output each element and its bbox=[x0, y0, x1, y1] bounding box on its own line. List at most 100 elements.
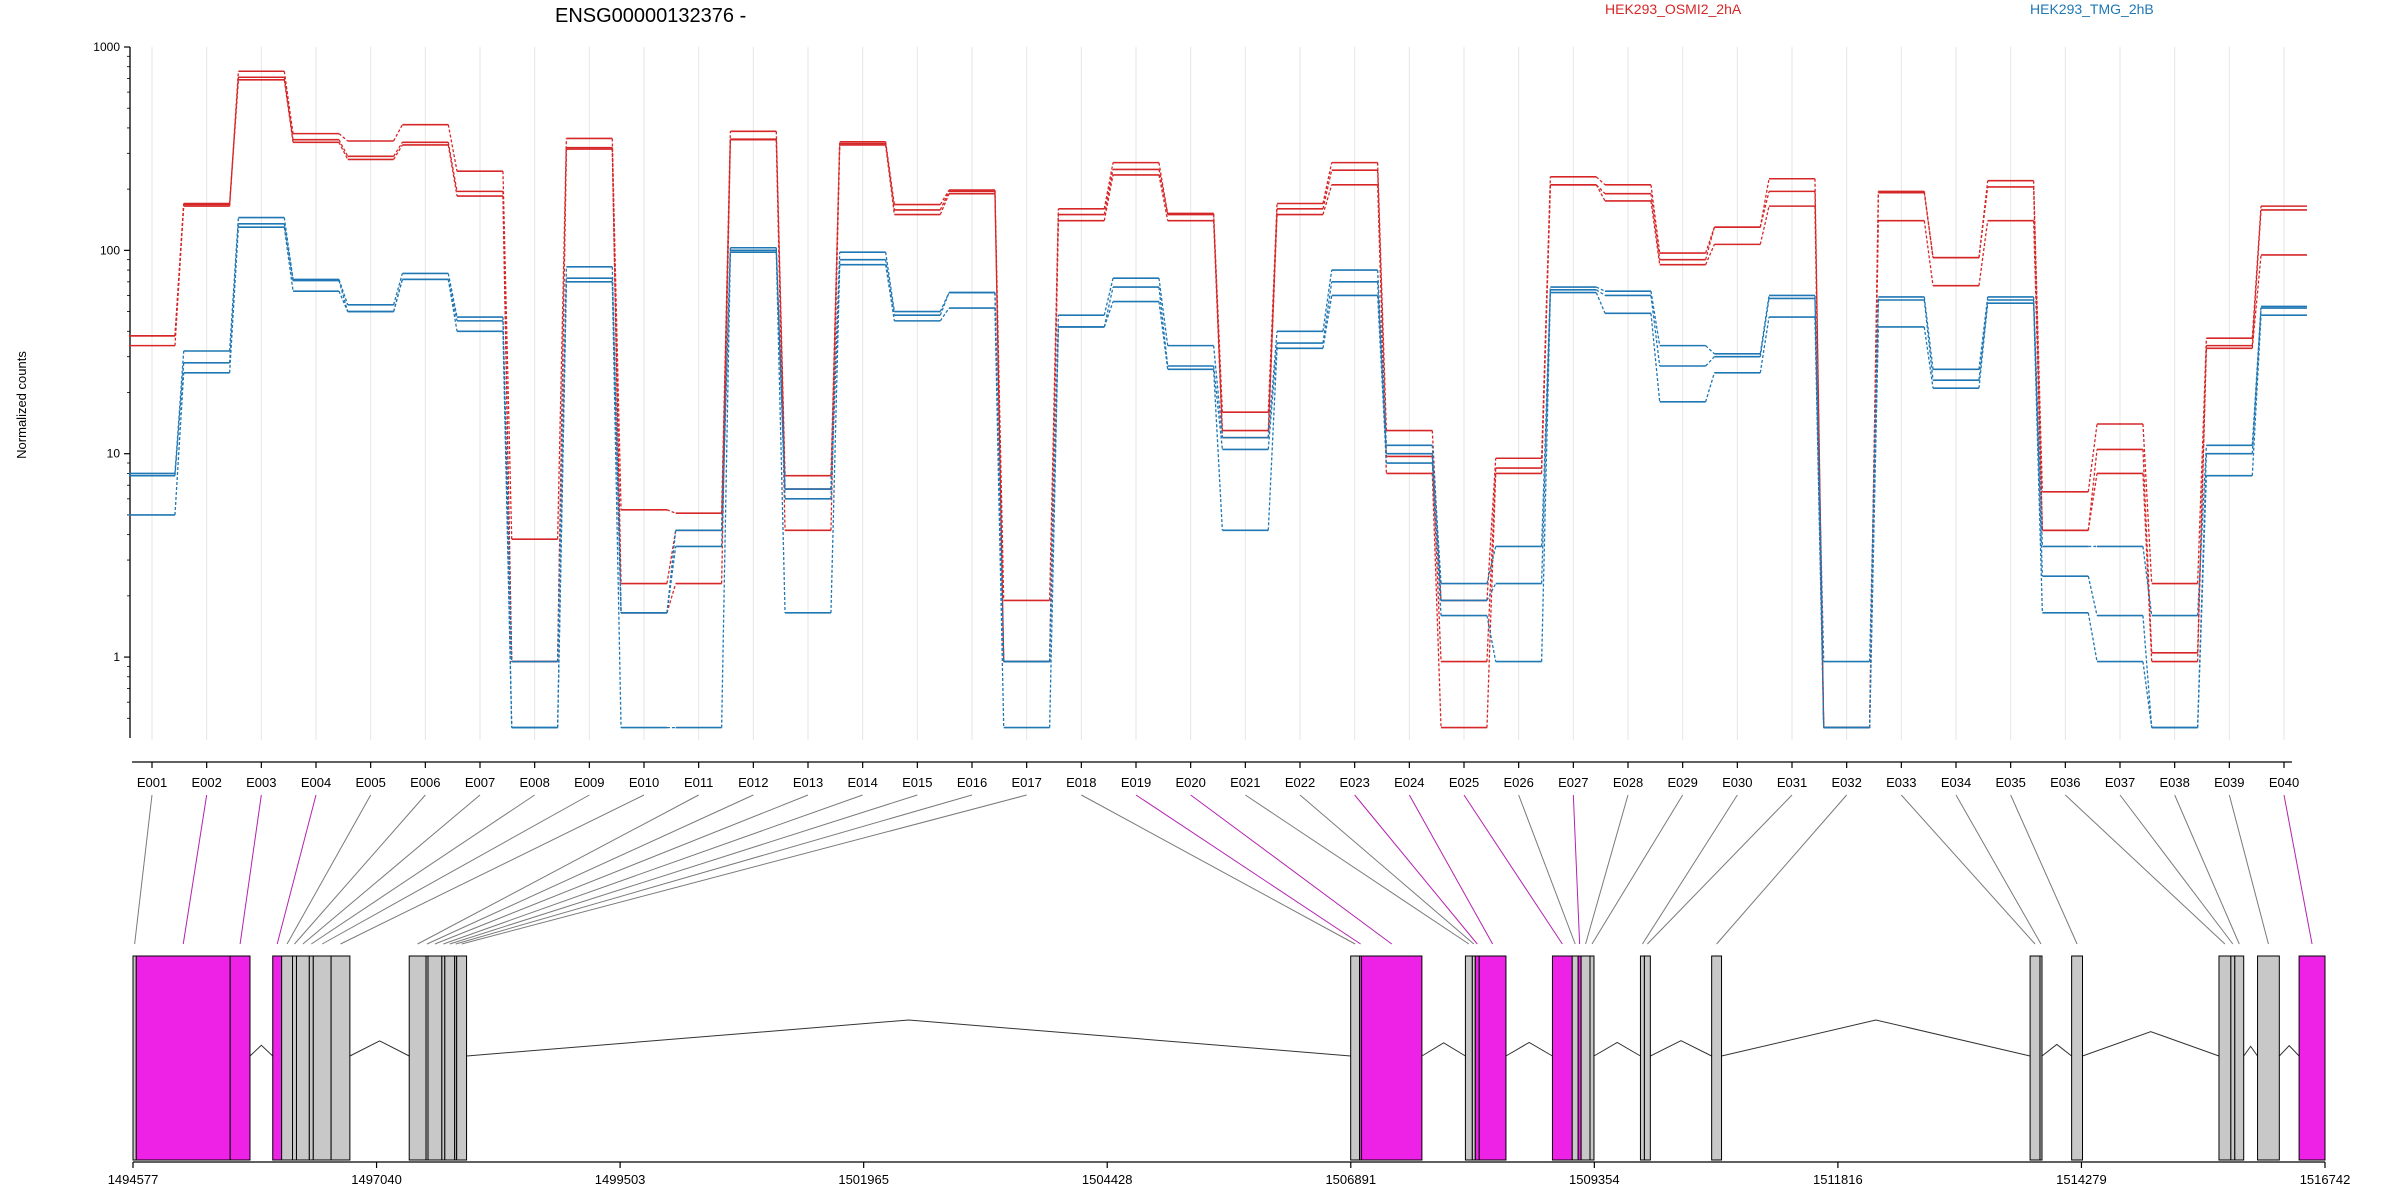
series-connector bbox=[393, 273, 403, 305]
exon-label-E017: E017 bbox=[1011, 775, 1041, 790]
series-connector bbox=[1540, 184, 1552, 474]
intron-line bbox=[2278, 1044, 2300, 1057]
series-connector bbox=[2196, 338, 2208, 584]
exon-label-E028: E028 bbox=[1613, 775, 1643, 790]
series-connector bbox=[228, 79, 240, 204]
series-connector bbox=[393, 141, 403, 157]
series-connector bbox=[502, 331, 513, 728]
exon-label-E014: E014 bbox=[847, 775, 877, 790]
connector-E009 bbox=[321, 794, 590, 945]
series-connector bbox=[1158, 162, 1169, 215]
intron-line bbox=[1650, 1040, 1712, 1057]
series-connector bbox=[1267, 214, 1278, 438]
series-connector bbox=[1322, 169, 1333, 209]
exon-label-E005: E005 bbox=[355, 775, 385, 790]
series-connector bbox=[1595, 184, 1606, 202]
exon-connector-lines bbox=[134, 794, 2313, 945]
series-connector bbox=[1868, 296, 1880, 662]
series-connector bbox=[228, 217, 240, 352]
exon-label-E008: E008 bbox=[519, 775, 549, 790]
series-connector bbox=[502, 317, 513, 662]
connector-E013 bbox=[434, 794, 809, 945]
intron-line bbox=[1421, 1042, 1466, 1057]
series-connector bbox=[1923, 299, 1934, 381]
exon-box-E025 bbox=[1551, 955, 1573, 1161]
series-connector bbox=[1923, 220, 1934, 286]
chart-title: ENSG00000132376 - bbox=[555, 5, 746, 27]
y-tick-label: 10 bbox=[107, 447, 121, 461]
exon-label-E022: E022 bbox=[1285, 775, 1315, 790]
series-connector bbox=[2032, 303, 2044, 613]
connector-E021 bbox=[1245, 794, 1470, 945]
connector-E007 bbox=[302, 794, 481, 945]
exon-box-E026 bbox=[1571, 955, 1579, 1161]
exon-label-E006: E006 bbox=[410, 775, 440, 790]
connector-E031 bbox=[1647, 794, 1793, 945]
connector-E015 bbox=[449, 794, 918, 945]
series-connector bbox=[447, 142, 458, 192]
exon-label-E023: E023 bbox=[1339, 775, 1369, 790]
series-connector bbox=[2087, 423, 2098, 492]
series-connector bbox=[338, 139, 349, 157]
exon-box-E031 bbox=[1643, 955, 1651, 1161]
exon-label-E018: E018 bbox=[1066, 775, 1096, 790]
series-tmg-2 bbox=[129, 223, 2307, 729]
series-connector bbox=[1212, 345, 1224, 438]
exon-label-E040: E040 bbox=[2269, 775, 2299, 790]
coord-label: 1497040 bbox=[351, 1172, 402, 1187]
intron-line bbox=[1505, 1041, 1553, 1057]
coord-label: 1514279 bbox=[2056, 1172, 2107, 1187]
series-connector bbox=[775, 250, 786, 499]
series-connector bbox=[830, 144, 841, 531]
series-connector bbox=[1923, 326, 1934, 389]
connector-E036 bbox=[2064, 794, 2226, 945]
connector-E002 bbox=[182, 794, 208, 945]
series-osmi2-1 bbox=[129, 70, 2307, 729]
series-connector bbox=[1923, 192, 1934, 258]
exon-label-E020: E020 bbox=[1175, 775, 1205, 790]
series-connector bbox=[939, 189, 950, 205]
legend-entry-tmg: HEK293_TMG_2hB bbox=[2030, 1, 2154, 17]
series-connector bbox=[1103, 162, 1114, 209]
exon-box-E038 bbox=[2234, 955, 2245, 1161]
series-connector bbox=[611, 281, 622, 728]
coord-label: 1504428 bbox=[1082, 1172, 1133, 1187]
exon-label-E026: E026 bbox=[1503, 775, 1533, 790]
series-connector bbox=[1705, 226, 1715, 254]
series-connector bbox=[174, 203, 185, 336]
series-connector bbox=[1431, 473, 1442, 728]
coord-label: 1501965 bbox=[838, 1172, 889, 1187]
series-connector bbox=[2087, 576, 2098, 616]
exon-box-E010 bbox=[330, 955, 351, 1161]
exon-label-E019: E019 bbox=[1121, 775, 1151, 790]
exon-box-E013 bbox=[427, 955, 443, 1161]
series-connector bbox=[2087, 473, 2098, 531]
exon-label-E037: E037 bbox=[2105, 775, 2135, 790]
coord-label: 1506891 bbox=[1325, 1172, 1376, 1187]
series-connector bbox=[1158, 174, 1169, 221]
series-connector bbox=[1103, 286, 1114, 328]
connector-E011 bbox=[417, 794, 699, 945]
series-connector bbox=[1978, 186, 1989, 258]
series-connector bbox=[283, 227, 294, 292]
exon-label-E025: E025 bbox=[1449, 775, 1479, 790]
exon-box-E011 bbox=[408, 955, 427, 1161]
exon-box-E020 bbox=[1361, 955, 1423, 1161]
connector-E032 bbox=[1716, 794, 1848, 945]
series-connector bbox=[666, 530, 677, 584]
exon-label-E007: E007 bbox=[465, 775, 495, 790]
series-connector bbox=[1322, 269, 1333, 332]
exon-box-E039 bbox=[2257, 955, 2280, 1161]
series-connector bbox=[666, 546, 677, 613]
connector-E014 bbox=[443, 794, 863, 945]
exon-label-E029: E029 bbox=[1667, 775, 1697, 790]
series-connector bbox=[720, 139, 732, 584]
series-connector bbox=[392, 279, 404, 312]
series-tmg-3 bbox=[129, 226, 2307, 729]
series-connector bbox=[884, 143, 896, 211]
exon-label-E002: E002 bbox=[191, 775, 221, 790]
series-connector bbox=[884, 259, 896, 316]
exon-label-E021: E021 bbox=[1230, 775, 1260, 790]
series-connector bbox=[1431, 453, 1442, 601]
connector-E030 bbox=[1642, 794, 1738, 945]
